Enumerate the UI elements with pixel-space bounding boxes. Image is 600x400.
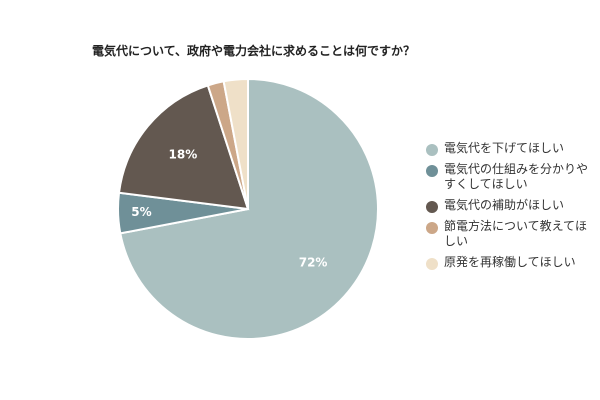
legend-swatch — [426, 201, 438, 213]
legend: 電気代を下げてほしい電気代の仕組みを分かりやすくしてほしい電気代の補助がほしい節… — [426, 141, 600, 276]
legend-item-1: 電気代の仕組みを分かりやすくしてほしい — [426, 162, 600, 192]
legend-item-4: 原発を再稼働してほしい — [426, 255, 600, 270]
legend-swatch — [426, 144, 438, 156]
pie-slice-0 — [119, 77, 379, 340]
legend-item-2: 電気代の補助がほしい — [426, 198, 600, 213]
legend-label: 節電方法について教えてほしい — [444, 219, 588, 248]
pie-slice-2 — [117, 84, 250, 211]
pie-slices — [117, 77, 379, 340]
legend-item-0: 電気代を下げてほしい — [426, 141, 600, 156]
pie-slice-4 — [222, 77, 249, 210]
legend-label: 電気代を下げてほしい — [444, 141, 565, 155]
pie-value-labels: 72% 5% 18% — [131, 148, 327, 270]
pie-value-label-0: 72% — [299, 255, 328, 269]
legend-label: 電気代の仕組みを分かりやすくしてほしい — [444, 162, 589, 191]
pie-value-label-1: 5% — [131, 205, 151, 219]
chart-title: 電気代について、政府や電力会社に求めることは何ですか？ — [92, 44, 416, 58]
legend-item-3: 節電方法について教えてほしい — [426, 219, 600, 249]
pie-value-label-2: 18% — [169, 148, 198, 162]
legend-swatch — [426, 165, 438, 177]
legend-label: 原発を再稼働してほしい — [444, 255, 576, 269]
legend-label: 電気代の補助がほしい — [444, 198, 565, 212]
legend-swatch — [426, 222, 438, 234]
legend-swatch — [426, 258, 438, 270]
